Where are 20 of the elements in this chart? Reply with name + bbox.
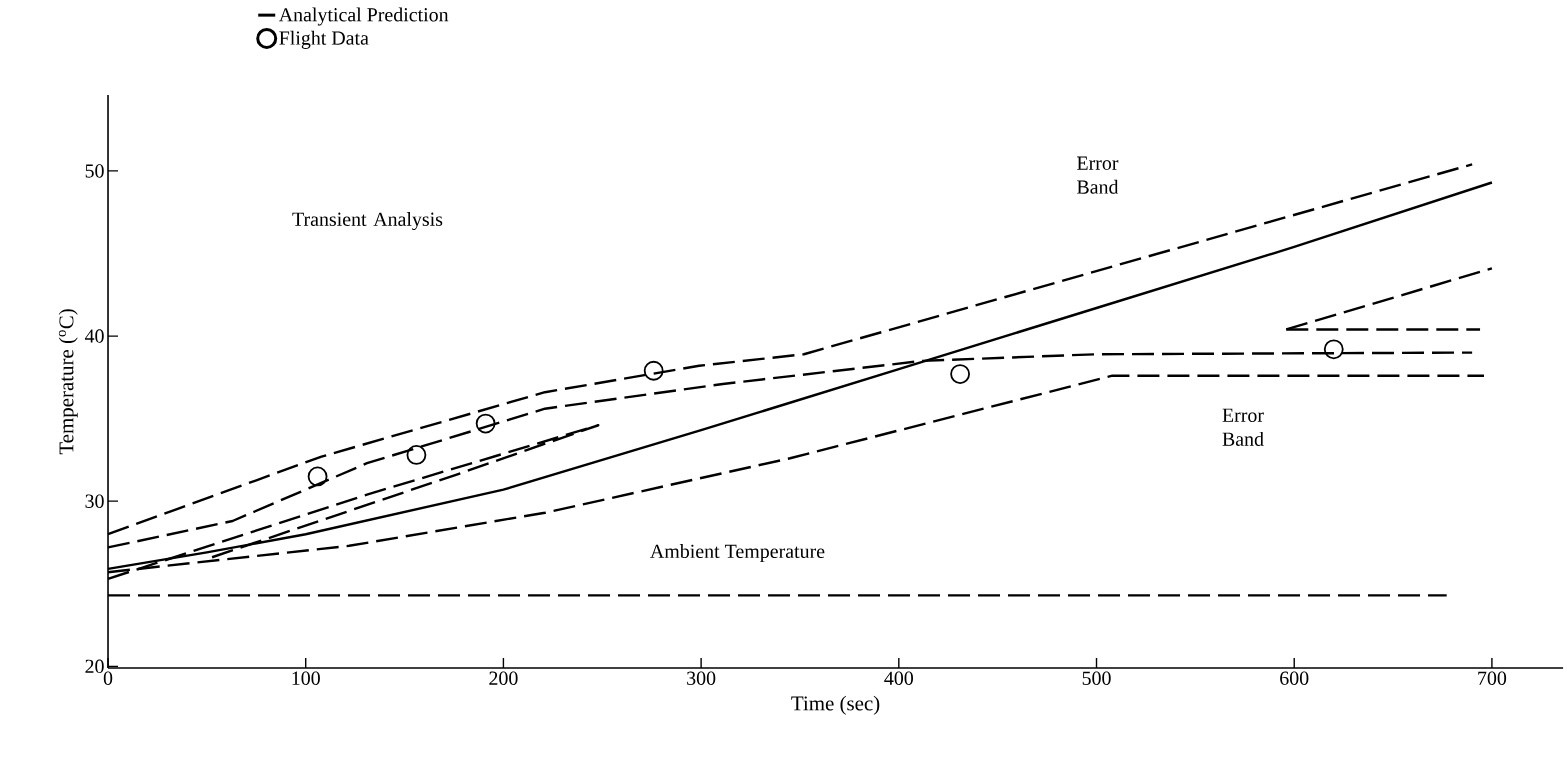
x-tick-label: 600 [1280,671,1309,685]
ref-line-label: Ambient Temperature [650,544,825,563]
x-tick-label: 500 [1082,671,1111,685]
y-axis-title: Temperature ($^{o}$C) [58,309,78,455]
annotation: Transient Analysis [292,211,443,231]
x-tick-label: 100 [292,671,320,685]
x-tick-label: 300 [687,671,716,685]
x-tick-label: 400 [884,671,913,685]
x-tick-label: 0 [103,671,113,685]
y-tick-label: 40 [84,329,104,343]
x-tick-label: 200 [489,671,518,685]
y-tick-label: 20 [85,659,104,674]
legend-label: Analytical Prediction [278,7,449,26]
annotation: Error Band [1077,156,1119,194]
x-axis-title: Time (sec) [791,695,880,715]
x-tick-label: 700 [1478,671,1507,685]
legend-label: Flight Data [279,30,369,49]
annotation: Error Band [1222,408,1264,446]
y-tick-label: 50 [85,164,104,178]
y-tick-label: 30 [85,494,104,508]
